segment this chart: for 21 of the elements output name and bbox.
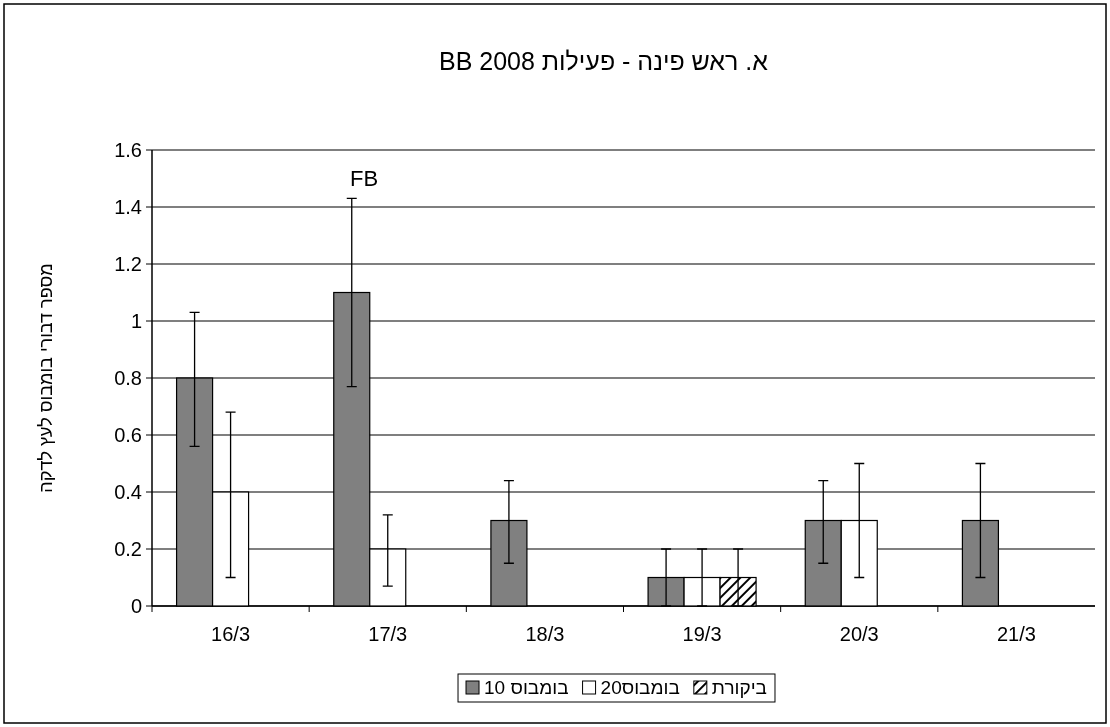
x-tick-label: 21/3 [996, 623, 1036, 645]
legend-label: בומבוס 10 [484, 677, 569, 698]
y-tick-label: 1.6 [114, 139, 142, 161]
y-tick-label: 0 [130, 595, 142, 617]
y-tick-label: 0.8 [114, 367, 142, 389]
y-tick-label: 0.6 [114, 424, 142, 446]
y-tick-label: 0.2 [114, 538, 142, 560]
y-tick-label: 0.4 [114, 481, 142, 503]
y-tick-label: 1.2 [114, 253, 142, 275]
y-tick-label: 1 [130, 310, 142, 332]
legend-label: בומבוס20 [600, 677, 680, 698]
y-tick-label: 1.4 [114, 196, 142, 218]
x-tick-label: 18/3 [525, 623, 565, 645]
annotation: FB [349, 166, 379, 191]
x-tick-label: 17/3 [368, 623, 408, 645]
x-tick-label: 19/3 [682, 623, 722, 645]
x-tick-label: 20/3 [839, 623, 879, 645]
y-axis-title: מספר דבורי בומבוס לעץ לדקה [36, 263, 56, 493]
legend-label: ביקורת [711, 677, 767, 698]
x-tick-label: 16/3 [211, 623, 251, 645]
chart-title: א. ראש פינה - פעילות BB 2008 [438, 47, 769, 75]
